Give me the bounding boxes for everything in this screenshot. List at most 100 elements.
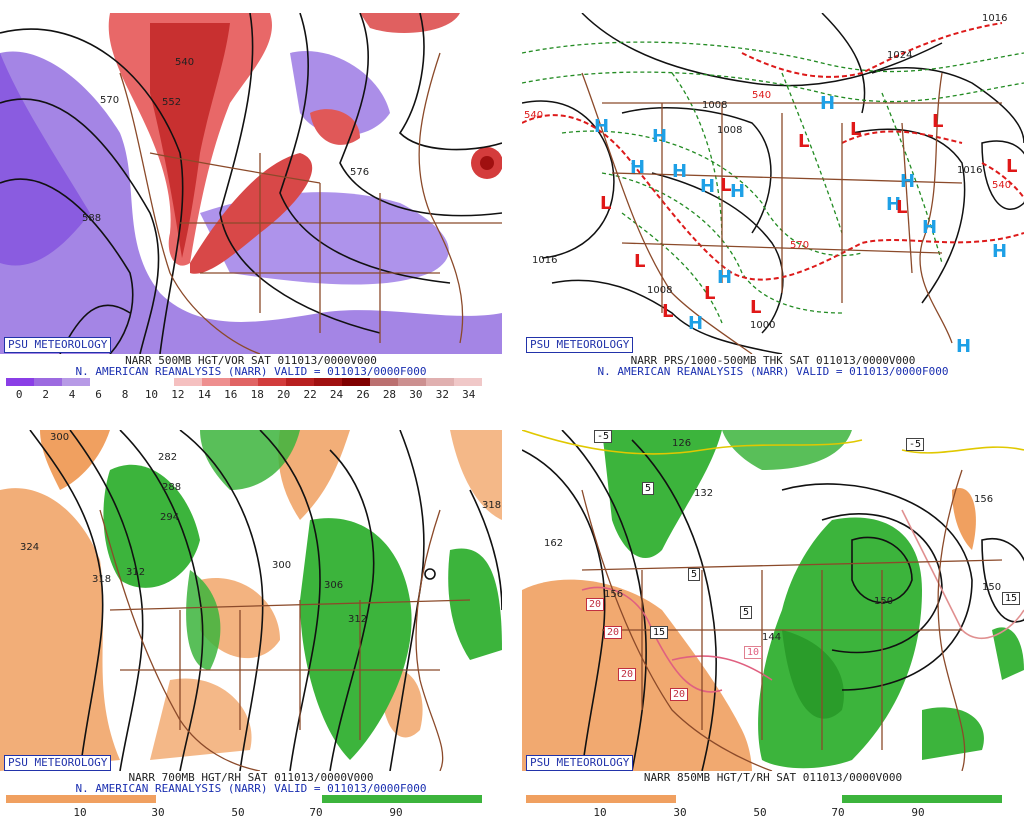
- map-850mb: 162 132 126 156 150 144 156 150 -5 -5 5 …: [522, 430, 1024, 771]
- moist-area: [103, 464, 200, 588]
- temp-label-box: 10: [744, 646, 763, 659]
- colorbar-segment: [342, 378, 370, 386]
- isobar-label: 1016: [982, 13, 1007, 24]
- isobar-label: 1000: [750, 320, 775, 331]
- colorbar-vorticity: [6, 378, 482, 386]
- low-pressure-marker: L: [634, 251, 646, 272]
- low-pressure-marker: L: [662, 301, 674, 322]
- moist-area: [758, 517, 922, 769]
- colorbar-labels: 0 2 4 6 8 10 12 14 16 18 20 22 24 26 28 30 32 34: [0, 389, 502, 400]
- map-700mb: 300 282 288 294 312 318 324 300 306 312 …: [0, 430, 502, 771]
- height-label: 150: [982, 582, 1001, 593]
- contour-label: 576: [350, 167, 369, 178]
- contour-label: 300: [272, 560, 291, 571]
- panel-500mb-height-vorticity: 540 552 570 576 588 PSU METEOROLOGY NARR…: [0, 0, 502, 400]
- high-pressure-marker: H: [717, 267, 733, 288]
- low-pressure-marker: L: [850, 119, 862, 140]
- isobar-label: 1016: [532, 255, 557, 266]
- panel-700mb-height-rh: 300 282 288 294 312 318 324 300 306 312 …: [0, 418, 502, 818]
- high-pressure-marker: H: [652, 126, 668, 147]
- temp-label-box: 20: [586, 598, 605, 611]
- temp-label-box: 20: [670, 688, 689, 701]
- colorbar-segment: [426, 378, 454, 386]
- colorbar-labels: 10 30 50 70 90: [593, 806, 925, 818]
- colorbar-labels: 10 30 50 70 90: [73, 806, 403, 818]
- panel-pressure-thickness: 1008 1016 1024 1016 1008 1000 1008 1016 …: [522, 0, 1024, 400]
- low-pressure-marker: L: [1006, 156, 1018, 177]
- high-pressure-marker: H: [922, 217, 938, 238]
- colorbar-tick-label: 20: [277, 388, 291, 400]
- height-label: 162: [544, 538, 563, 549]
- colorbar-tick-label: 18: [250, 388, 264, 400]
- low-pressure-marker: L: [720, 175, 732, 196]
- moist-area: [602, 430, 722, 559]
- psu-logo: PSU METEOROLOGY: [4, 337, 112, 353]
- thickness-label: 540: [524, 110, 543, 121]
- colorbar-segment: [34, 378, 62, 386]
- low-pressure-marker: L: [798, 131, 810, 152]
- high-pressure-marker: H: [956, 336, 972, 355]
- colorbar-segment: [174, 378, 202, 386]
- thickness-label: 570: [790, 240, 809, 251]
- high-pressure-marker: H: [886, 194, 902, 215]
- colorbar-segment: [6, 378, 34, 386]
- high-pressure-marker: H: [730, 181, 746, 202]
- colorbar-relative-humidity: [6, 795, 482, 803]
- contour-label: 318: [92, 574, 111, 585]
- colorbar-segment: [118, 378, 146, 386]
- contour-label: 324: [20, 542, 39, 553]
- isobar-label: 1008: [717, 125, 742, 136]
- vorticity-negative-area: [0, 53, 90, 266]
- height-label: 150: [874, 596, 893, 607]
- vorticity-max-area: [360, 13, 460, 33]
- moist-area: [992, 627, 1024, 680]
- colorbar-tick-label: 22: [303, 388, 317, 400]
- dry-area: [40, 430, 110, 490]
- psu-logo: PSU METEOROLOGY: [4, 755, 112, 771]
- colorbar-tick-label: 4: [68, 388, 76, 400]
- panel-caption-line1: NARR 700MB HGT/RH SAT 011013/0000V000: [128, 771, 374, 784]
- colorbar-tick-label: 16: [224, 388, 238, 400]
- psu-logo: PSU METEOROLOGY: [526, 337, 634, 353]
- colorbar-tick-label: 8: [121, 388, 129, 400]
- high-pressure-marker: H: [630, 157, 646, 178]
- contour-label: 570: [100, 95, 119, 106]
- high-pressure-marker: H: [820, 93, 836, 114]
- colorbar-tick-label: 32: [435, 388, 449, 400]
- colorbar-segment: [454, 378, 482, 386]
- temp-label-box: 5: [740, 606, 753, 619]
- colorbar-tick-label: 0: [15, 388, 23, 400]
- colorbar-segment: [90, 378, 118, 386]
- isobar-label: 1008: [702, 100, 727, 111]
- colorbar-segment: [286, 378, 314, 386]
- dry-area: [150, 678, 252, 760]
- high-pressure-marker: H: [594, 116, 610, 137]
- colorbar-segment: [370, 378, 398, 386]
- height-label: 144: [762, 632, 781, 643]
- contour-label: 306: [324, 580, 343, 591]
- moist-area: [922, 707, 984, 760]
- vorticity-max-area: [150, 23, 230, 258]
- moist-area: [186, 570, 221, 670]
- colorbar-segment: [398, 378, 426, 386]
- high-pressure-marker: H: [672, 161, 688, 182]
- panel-caption-line1: NARR 500MB HGT/VOR SAT 011013/0000V000: [125, 354, 377, 367]
- low-pressure-marker: L: [932, 111, 944, 132]
- map-500mb: 540 552 570 576 588: [0, 13, 502, 354]
- temp-label-box: -5: [594, 430, 613, 443]
- contour-label: 540: [175, 57, 194, 68]
- isobar-label: 1016: [957, 165, 982, 176]
- thickness-label: 540: [752, 90, 771, 101]
- dry-area: [0, 488, 120, 771]
- colorbar-tick-label: 14: [197, 388, 211, 400]
- colorbar-relative-humidity: [526, 795, 1002, 803]
- contour-label: 312: [348, 614, 367, 625]
- thickness-label: 540: [992, 180, 1011, 191]
- moist-area: [722, 430, 852, 470]
- height-label: 156: [974, 494, 993, 505]
- moist-area: [782, 630, 844, 719]
- colorbar-segment: [62, 378, 90, 386]
- panel-caption-line1: NARR PRS/1000-500MB THK SAT 011013/0000V…: [630, 354, 916, 367]
- map-surface-pressure: 1008 1016 1024 1016 1008 1000 1008 1016 …: [522, 13, 1024, 354]
- low-pressure-marker: L: [896, 197, 908, 218]
